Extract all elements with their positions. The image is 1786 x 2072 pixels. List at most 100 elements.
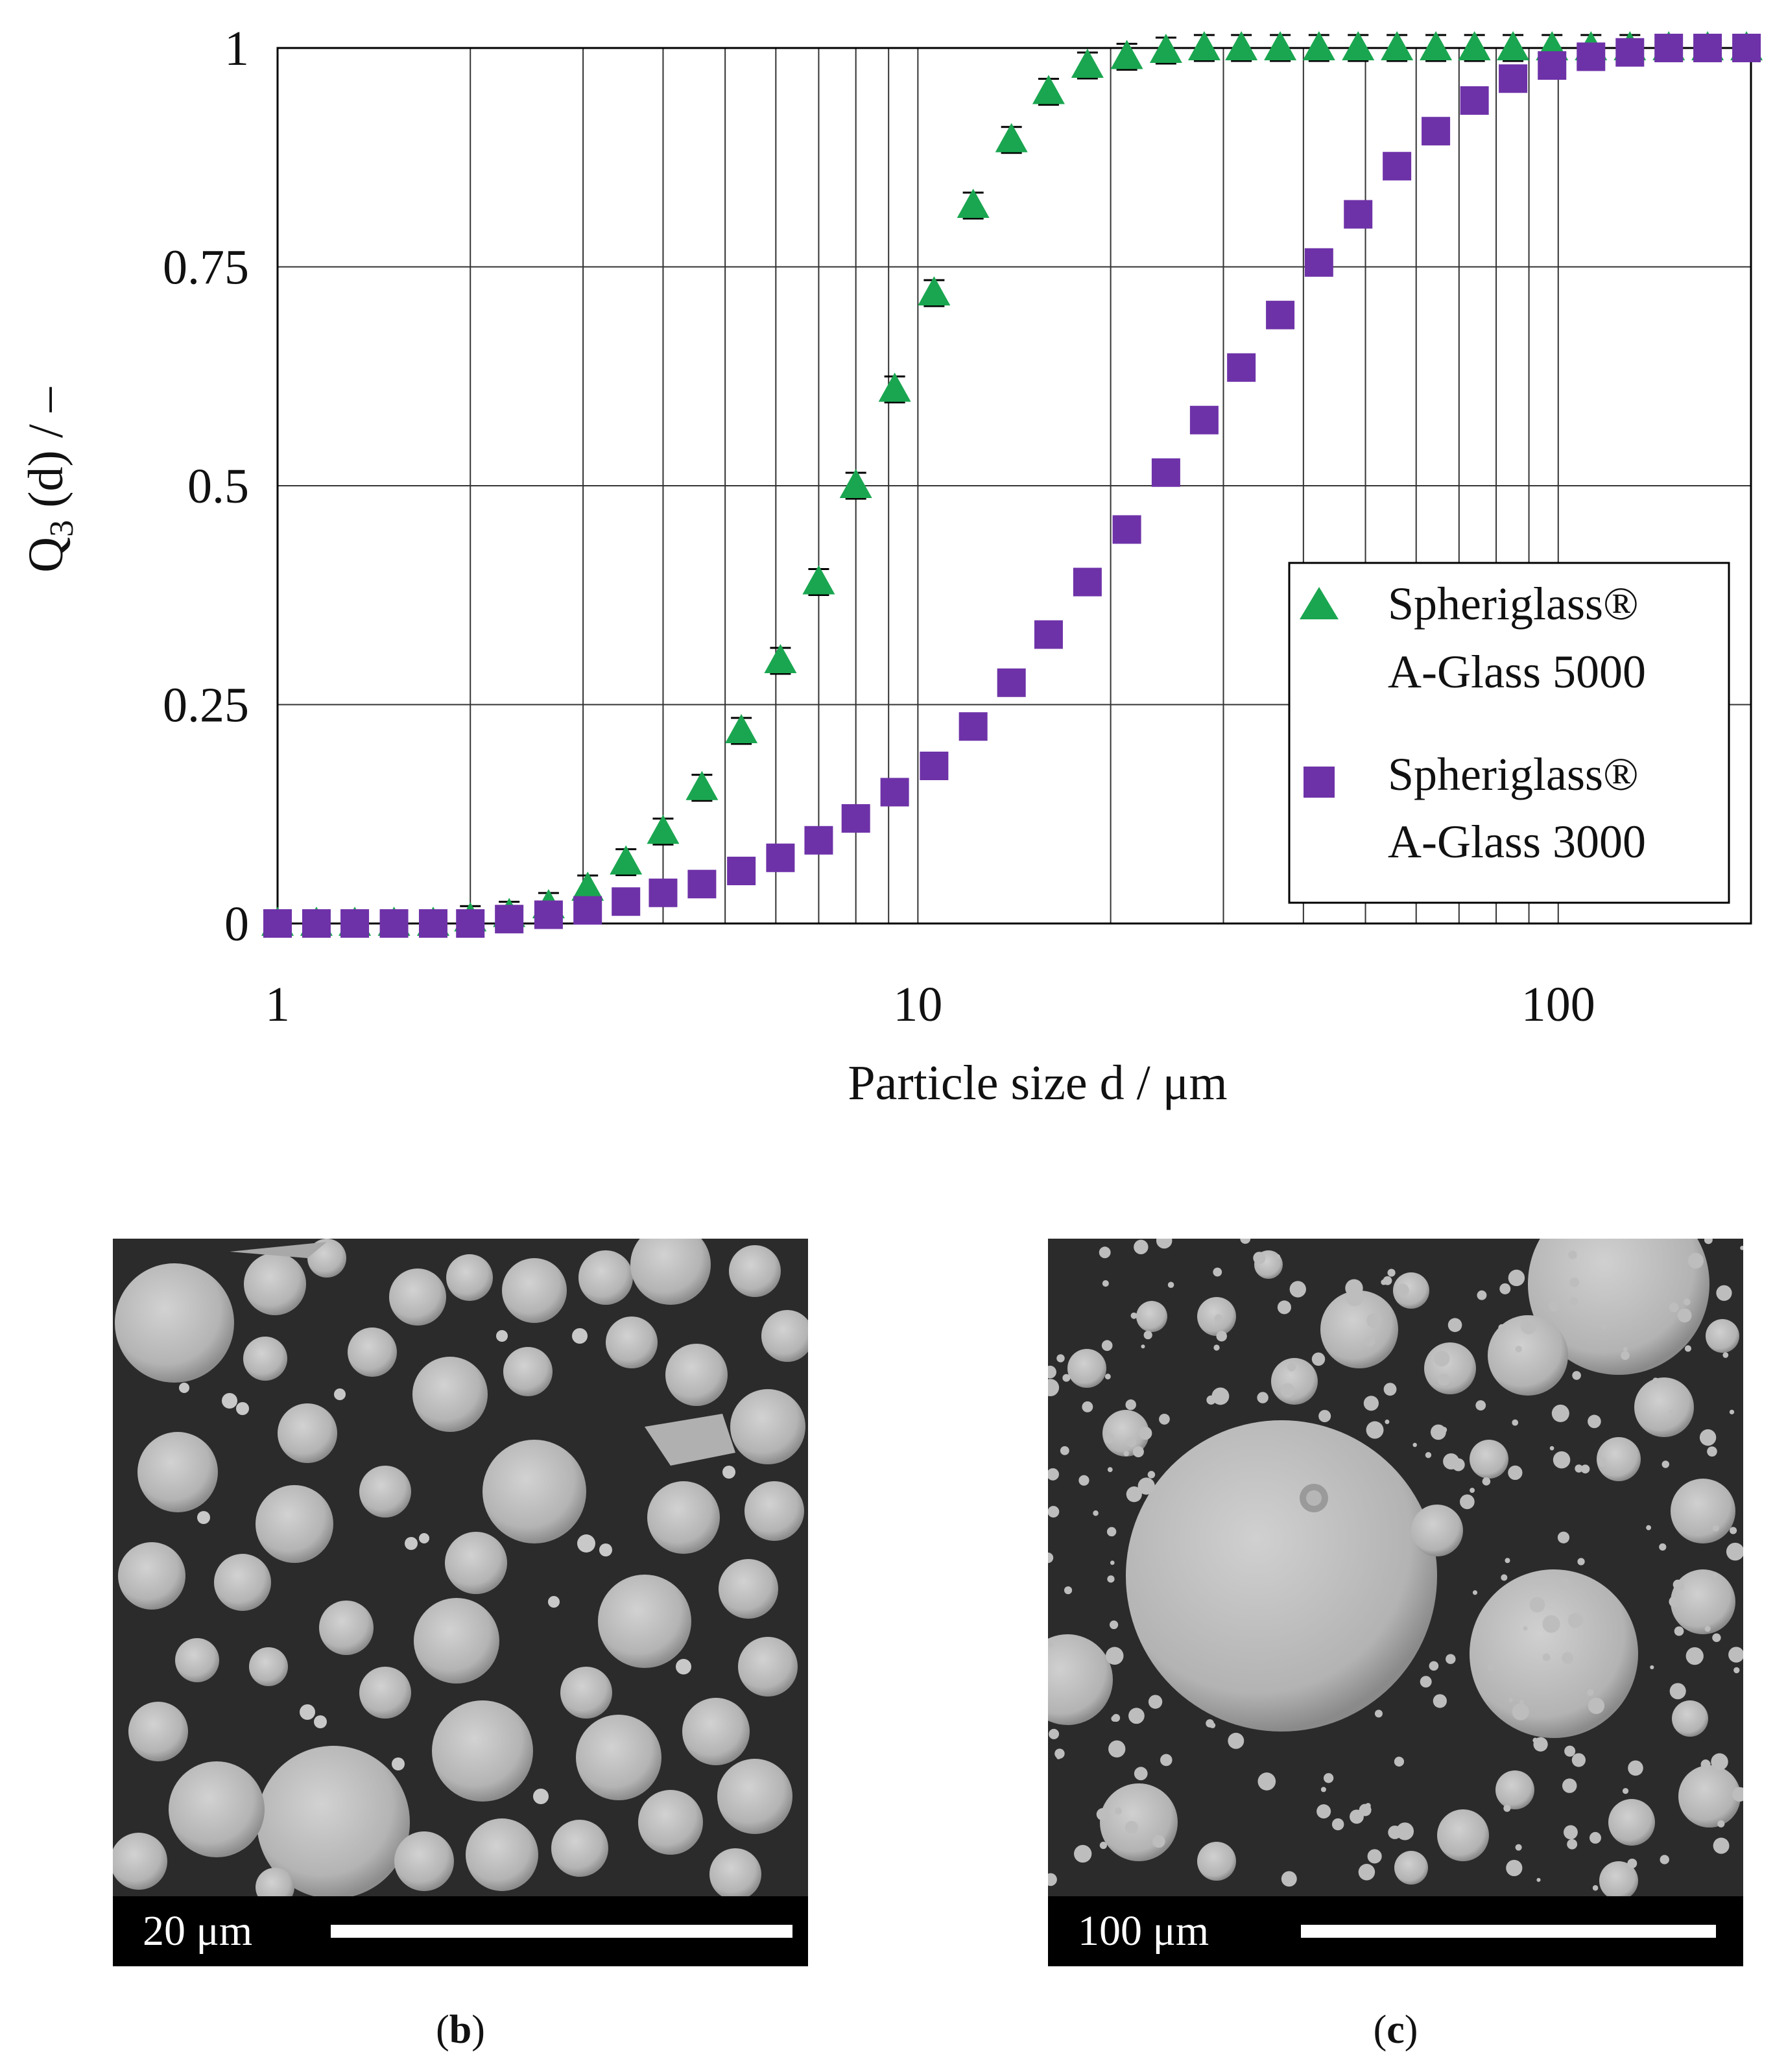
axes	[276, 47, 1752, 925]
data-point-a5000	[1458, 31, 1491, 60]
data-point-a5000	[1032, 75, 1065, 104]
data-point-a3000	[1266, 300, 1295, 329]
legend-label-a5000-line1: Spheriglass®	[1388, 578, 1639, 630]
data-point-a3000	[920, 752, 949, 780]
data-point-a5000	[1187, 31, 1220, 60]
data-point-a3000	[1383, 152, 1412, 181]
data-point-a5000	[1071, 49, 1104, 78]
data-point-a3000	[534, 900, 563, 929]
sem-particles-b	[113, 1239, 808, 1896]
y-tick-label: 0.25	[163, 678, 249, 733]
y-tick-label: 0	[224, 897, 249, 951]
data-point-a5000	[1342, 31, 1375, 60]
data-point-a3000	[649, 878, 678, 907]
data-point-a3000	[263, 909, 292, 938]
data-point-a3000	[727, 857, 756, 885]
data-point-a3000	[880, 778, 909, 807]
legend: Spheriglass® A-Glass 5000 Spheriglass® A…	[1288, 562, 1730, 904]
data-point-a3000	[456, 909, 485, 938]
data-point-a5000	[685, 770, 719, 800]
cumulative-distribution-chart: 0 0.25 0.5 0.75 1 1 10 100 Particle size d / μm…	[19, 21, 1763, 1110]
y-axis-label: Q3 (d) / –	[19, 387, 80, 573]
data-point-a3000	[804, 826, 833, 855]
legend-label-a3000-line2: A-Glass 3000	[1388, 816, 1646, 868]
data-point-a3000	[1034, 620, 1063, 649]
data-point-a3000	[573, 896, 602, 925]
data-point-a3000	[841, 804, 870, 833]
data-point-a3000	[766, 843, 795, 872]
data-point-a3000	[1460, 86, 1489, 115]
data-point-a3000	[1538, 51, 1567, 80]
data-point-a3000	[1422, 117, 1451, 146]
legend-label-a5000-line2: A-Glass 5000	[1388, 646, 1646, 698]
data-point-a3000	[1499, 64, 1528, 93]
plot-frame	[276, 47, 1752, 925]
sem-scale-bar-b: 20 μm	[113, 1896, 808, 1966]
data-point-a3000	[1654, 34, 1684, 62]
data-point-a3000	[302, 909, 331, 938]
data-point-a3000	[1112, 515, 1141, 544]
sem-scale-line-b	[331, 1925, 792, 1938]
data-point-a3000	[1227, 353, 1256, 382]
data-point-a5000	[839, 469, 872, 498]
data-point-a3000	[1304, 248, 1333, 277]
data-point-a5000	[1110, 40, 1143, 69]
y-tick-label: 0.5	[187, 459, 249, 514]
data-point-a3000	[687, 870, 717, 899]
data-point-a5000	[647, 815, 680, 844]
data-point-a3000	[1732, 34, 1761, 62]
data-point-a3000	[1151, 458, 1180, 487]
data-point-a5000	[918, 276, 951, 305]
legend-box	[1288, 562, 1730, 904]
data-point-a5000	[610, 845, 643, 875]
caption-b: (b)	[436, 2008, 485, 2052]
data-point-a3000	[1189, 405, 1219, 435]
data-point-a5000	[1149, 34, 1182, 64]
data-point-a5000	[878, 372, 911, 402]
sem-image-c: 100 μm	[1048, 1239, 1743, 1966]
sem-scale-label-c: 100 μm	[1078, 1907, 1209, 1955]
sem-scale-line-c	[1301, 1925, 1716, 1938]
data-point-a5000	[1225, 31, 1258, 60]
data-point-a3000	[1073, 567, 1102, 597]
legend-marker-triangle	[1300, 587, 1339, 619]
data-point-a5000	[725, 714, 758, 743]
tick-labels: 0 0.25 0.5 0.75 1 1 10 100	[163, 21, 1595, 1032]
data-point-a3000	[340, 909, 370, 938]
data-point-a5000	[571, 872, 604, 901]
data-point-a3000	[1577, 42, 1606, 71]
x-tick-label: 10	[893, 977, 942, 1032]
data-point-a3000	[1344, 200, 1373, 229]
data-point-a3000	[1693, 34, 1722, 62]
data-point-a5000	[764, 644, 797, 673]
sem-particles-c	[1048, 1239, 1743, 1896]
x-tick-label: 1	[265, 977, 290, 1032]
x-axis-label: Particle size d / μm	[848, 1056, 1227, 1110]
data-point-a5000	[1302, 31, 1335, 60]
x-tick-label: 100	[1521, 977, 1595, 1032]
data-point-a3000	[1615, 38, 1645, 67]
data-point-a3000	[418, 909, 447, 938]
data-point-a3000	[612, 887, 641, 916]
data-point-a3000	[379, 909, 409, 938]
data-point-a5000	[1264, 31, 1297, 60]
data-point-a5000	[995, 123, 1028, 152]
data-marks	[261, 31, 1763, 938]
data-point-a5000	[957, 189, 990, 218]
data-point-a5000	[1497, 31, 1530, 60]
data-point-a3000	[495, 905, 524, 934]
legend-label-a3000-line1: Spheriglass®	[1388, 748, 1639, 800]
data-point-a5000	[802, 565, 835, 595]
data-point-a3000	[997, 668, 1026, 697]
legend-marker-square	[1304, 767, 1335, 798]
caption-c: (c)	[1373, 2008, 1418, 2052]
sem-scale-bar-c: 100 μm	[1048, 1896, 1743, 1966]
sem-scale-label-b: 20 μm	[143, 1907, 253, 1955]
y-tick-label: 0.75	[163, 241, 249, 295]
data-point-a3000	[958, 712, 988, 741]
sem-image-b: 20 μm	[113, 1239, 808, 1966]
data-point-a5000	[1381, 31, 1414, 60]
y-tick-label: 1	[224, 21, 249, 76]
data-point-a5000	[1420, 31, 1453, 60]
